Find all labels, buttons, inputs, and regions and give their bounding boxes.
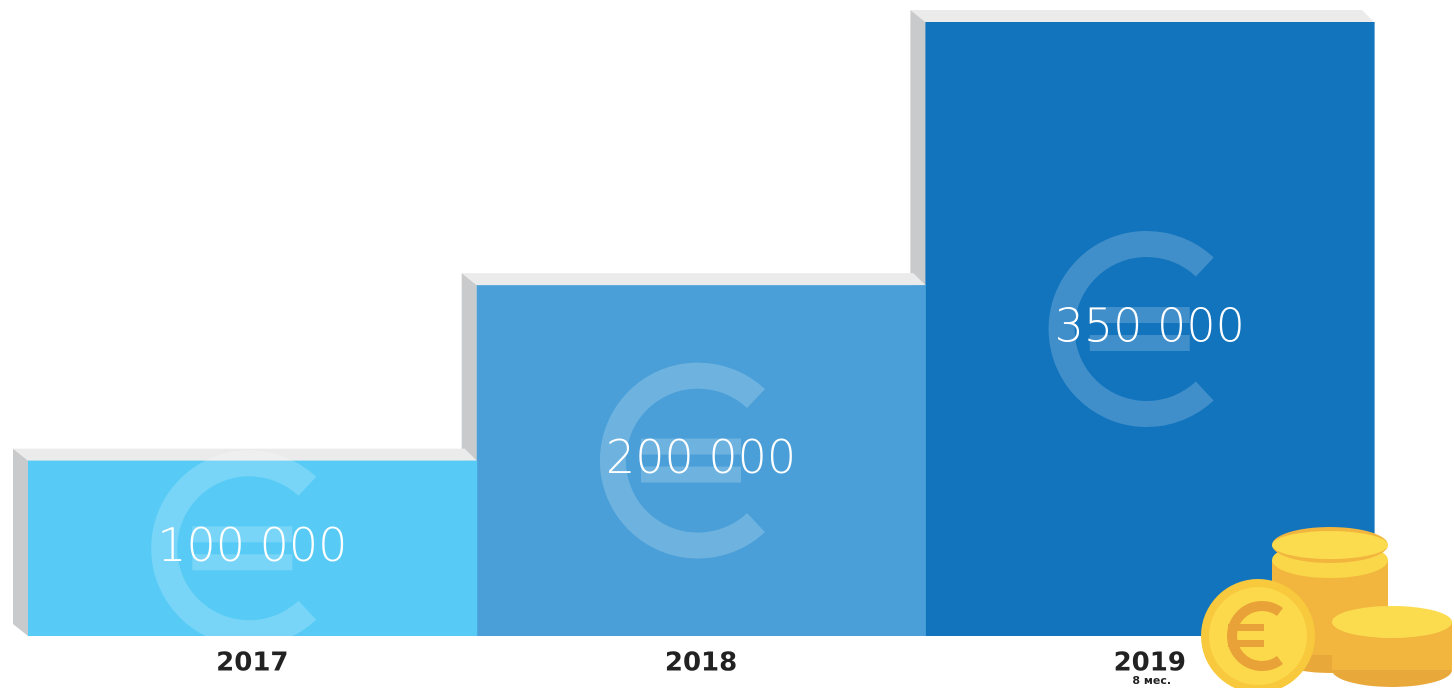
euro-watermark — [192, 526, 293, 543]
x-tick-label: 2019 — [1114, 648, 1186, 678]
euro-watermark — [641, 466, 742, 483]
coins-icon — [1201, 527, 1452, 692]
value-label: 200 000 — [606, 430, 796, 484]
value-label: 350 000 — [1055, 299, 1245, 353]
value-label: 100 000 — [157, 518, 347, 572]
bar-top — [13, 448, 477, 461]
bar-side — [13, 448, 28, 636]
euro-watermark — [1089, 307, 1190, 323]
euro-watermark — [641, 438, 742, 455]
euro-watermark — [192, 554, 293, 571]
euro-watermark — [1089, 335, 1190, 351]
x-tick-label: 2017 — [216, 648, 288, 678]
bar-top — [461, 273, 926, 286]
bar — [476, 285, 926, 636]
x-tick-label: 2018 — [665, 648, 737, 678]
euro-watermark — [1048, 231, 1214, 427]
bar-top — [910, 10, 1375, 22]
euro-watermark — [151, 450, 317, 647]
annotation: 8 мес. — [1132, 674, 1171, 687]
bar — [28, 460, 478, 636]
euro-watermark — [599, 362, 765, 559]
